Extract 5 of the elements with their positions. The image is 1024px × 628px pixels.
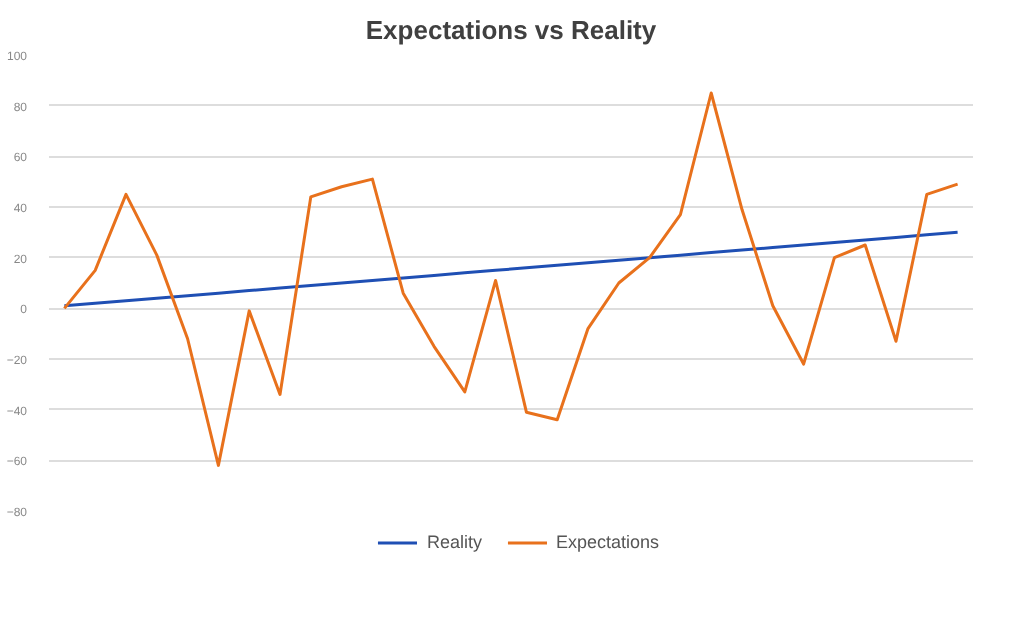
legend-label: Expectations (555, 532, 660, 552)
line-series (62, 230, 960, 308)
line-series (62, 91, 960, 467)
legend-label: Reality (426, 532, 482, 552)
chart-title: Expectations vs Reality (365, 15, 658, 45)
